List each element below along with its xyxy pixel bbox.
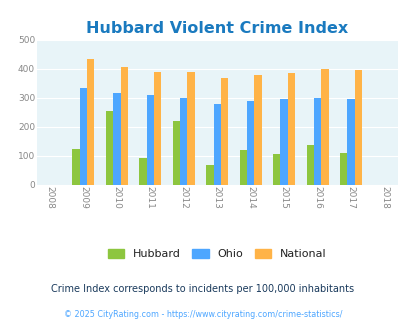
Bar	[306, 145, 313, 185]
Bar	[354, 70, 361, 185]
Bar	[239, 150, 246, 185]
Bar	[120, 67, 128, 185]
Bar	[313, 98, 320, 185]
Bar	[139, 158, 146, 185]
Bar	[246, 101, 254, 185]
Bar	[187, 72, 194, 185]
Bar	[206, 165, 213, 185]
Legend: Hubbard, Ohio, National: Hubbard, Ohio, National	[104, 246, 329, 263]
Bar	[339, 153, 347, 185]
Bar	[280, 99, 287, 185]
Bar	[172, 121, 180, 185]
Bar	[106, 111, 113, 185]
Bar	[287, 73, 294, 185]
Bar	[87, 59, 94, 185]
Title: Hubbard Violent Crime Index: Hubbard Violent Crime Index	[86, 21, 347, 36]
Bar	[180, 98, 187, 185]
Bar	[79, 88, 87, 185]
Bar	[213, 104, 220, 185]
Bar	[347, 99, 354, 185]
Bar	[146, 95, 153, 185]
Bar	[254, 75, 261, 185]
Bar	[113, 93, 120, 185]
Bar	[220, 78, 228, 185]
Bar	[273, 154, 280, 185]
Bar	[320, 69, 328, 185]
Bar	[153, 72, 161, 185]
Text: © 2025 CityRating.com - https://www.cityrating.com/crime-statistics/: © 2025 CityRating.com - https://www.city…	[64, 311, 341, 319]
Bar	[72, 149, 79, 185]
Text: Crime Index corresponds to incidents per 100,000 inhabitants: Crime Index corresponds to incidents per…	[51, 284, 354, 294]
